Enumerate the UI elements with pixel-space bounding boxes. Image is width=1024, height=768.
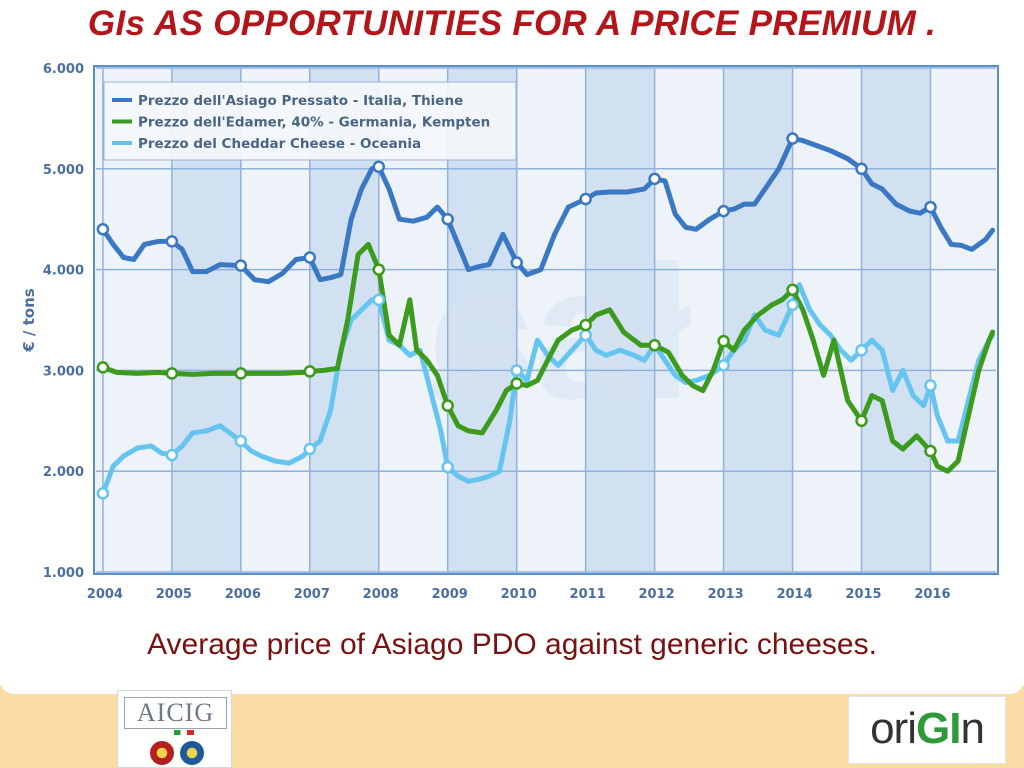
origin-logo: oriGIn bbox=[848, 696, 1006, 764]
legend-box bbox=[103, 81, 517, 161]
x-tick-label: 2010 bbox=[501, 587, 537, 602]
series-1-marker bbox=[372, 160, 386, 174]
series-1-marker bbox=[924, 200, 937, 214]
igp-seal-icon bbox=[180, 741, 204, 765]
series-3-marker bbox=[303, 442, 317, 456]
origin-logo-part-3: n bbox=[960, 704, 985, 753]
series-3-marker bbox=[165, 448, 179, 462]
series-3-marker bbox=[855, 343, 868, 357]
x-tick-label: 2007 bbox=[294, 587, 330, 602]
series-2-marker bbox=[165, 367, 179, 380]
x-tick-label: 2013 bbox=[707, 587, 743, 602]
slide-title: GIs AS OPPORTUNITIES FOR A PRICE PREMIUM… bbox=[87, 4, 937, 43]
series-2-marker bbox=[717, 334, 730, 348]
x-tick-label: 2004 bbox=[87, 587, 123, 602]
watermark-text: ɕał bbox=[428, 227, 692, 439]
dop-seal-icon bbox=[150, 741, 174, 765]
footer-card-edge bbox=[0, 676, 1024, 694]
series-3-marker bbox=[786, 298, 799, 312]
italian-flag-icon bbox=[174, 730, 194, 735]
series-3-marker bbox=[924, 379, 937, 392]
series-2-marker bbox=[924, 444, 937, 458]
x-tick-label: 2012 bbox=[639, 587, 675, 602]
series-lines bbox=[96, 132, 996, 500]
legend-label-2: Prezzo dell'Edamer, 40% - Germania, Kemp… bbox=[138, 115, 490, 131]
series-3-marker bbox=[96, 487, 110, 500]
y-tick-label: 5.000 bbox=[43, 163, 84, 178]
aicig-logo-text: AICIG bbox=[124, 697, 227, 729]
series-2-marker bbox=[234, 367, 248, 380]
series-1-marker bbox=[234, 259, 248, 272]
y-tick-label: 4.000 bbox=[43, 264, 84, 279]
x-tick-label: 2016 bbox=[914, 587, 950, 602]
series-3-marker bbox=[510, 364, 523, 377]
series-1-marker bbox=[648, 172, 661, 186]
series-1-marker bbox=[510, 256, 523, 269]
series-2-marker bbox=[303, 365, 317, 378]
series-3-marker bbox=[579, 328, 592, 342]
series-2-marker bbox=[372, 263, 386, 276]
series-1-marker bbox=[96, 223, 110, 236]
series-1-marker bbox=[717, 204, 730, 218]
series-1-marker bbox=[165, 235, 179, 248]
x-tick-label: 2015 bbox=[845, 587, 881, 602]
series-1-marker bbox=[579, 192, 592, 206]
series-2-marker bbox=[648, 338, 661, 352]
x-tick-label: 2005 bbox=[156, 587, 192, 602]
series-1-marker bbox=[786, 132, 799, 145]
legend-label-3: Prezzo del Cheddar Cheese - Oceania bbox=[138, 136, 421, 152]
chart-caption: Average price of Asiago PDO against gene… bbox=[147, 628, 877, 661]
series-3-marker bbox=[717, 359, 730, 372]
series-2-marker bbox=[96, 361, 110, 374]
series-2-marker bbox=[786, 283, 799, 297]
series-2-marker bbox=[579, 318, 592, 332]
y-tick-label: 1.000 bbox=[43, 566, 84, 581]
series-3-marker bbox=[372, 293, 386, 307]
x-tick-label: 2009 bbox=[432, 587, 468, 602]
aicig-logo: AICIG bbox=[117, 690, 232, 768]
series-1-marker bbox=[855, 162, 868, 176]
y-tick-label: 6.000 bbox=[43, 62, 84, 77]
year-band-2011 bbox=[585, 68, 655, 572]
series-2-marker bbox=[441, 399, 454, 412]
y-tick-label: 2.000 bbox=[43, 465, 84, 480]
series-3-marker bbox=[441, 460, 454, 474]
legend-label-1: Prezzo dell'Asiago Pressato - Italia, Th… bbox=[138, 93, 463, 109]
series-2-marker bbox=[855, 414, 868, 428]
legend-items: Prezzo dell'Asiago Pressato - Italia, Th… bbox=[112, 93, 490, 152]
x-tick-label: 2014 bbox=[776, 587, 812, 602]
legend: Prezzo dell'Asiago Pressato - Italia, Th… bbox=[103, 81, 517, 161]
year-band-2015 bbox=[861, 68, 931, 572]
y-axis-ticks: 1.000 2.000 3.000 4.000 5.000 6.000 bbox=[43, 62, 84, 581]
x-axis-ticks: 2004 2005 2006 2007 2008 2009 2010 2011 2012 2013… bbox=[87, 587, 951, 602]
origin-logo-part-2: GI bbox=[915, 704, 961, 753]
origin-logo-part-1: ori bbox=[870, 704, 917, 753]
x-tick-label: 2011 bbox=[570, 587, 606, 602]
x-tick-label: 2008 bbox=[363, 587, 399, 602]
series-2-marker bbox=[510, 377, 523, 390]
y-tick-label: 3.000 bbox=[43, 364, 84, 379]
series-1-marker bbox=[303, 251, 317, 264]
y-axis-label: € / tons bbox=[20, 288, 38, 353]
series-1-marker bbox=[441, 212, 454, 226]
series-3-marker bbox=[234, 434, 248, 448]
x-tick-label: 2006 bbox=[225, 587, 261, 602]
